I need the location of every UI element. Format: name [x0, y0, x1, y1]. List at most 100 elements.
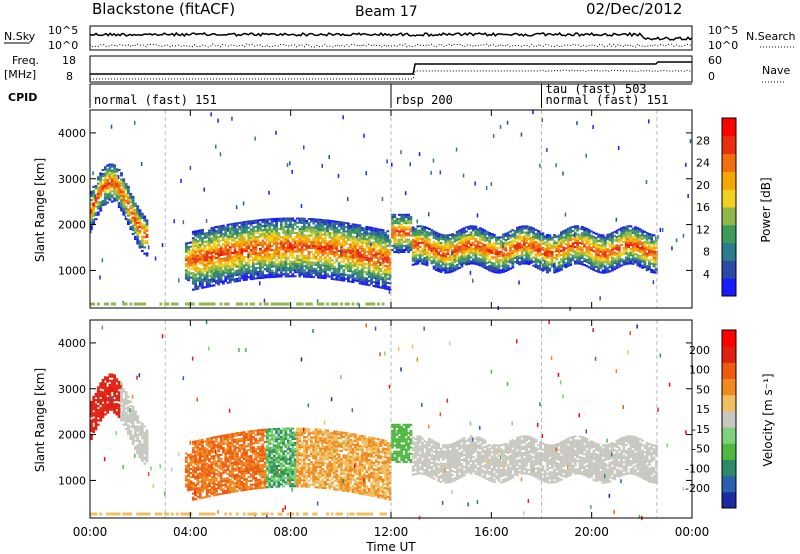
- heatmap-cell: [140, 429, 144, 432]
- heatmap-cell: [393, 242, 397, 245]
- heatmap-cell: [502, 262, 505, 265]
- heatmap-cell: [247, 270, 251, 273]
- heatmap-cell: [252, 240, 255, 243]
- heatmap-cell: [349, 247, 353, 250]
- heatmap-cell: [402, 215, 406, 218]
- heatmap-cell: [310, 273, 313, 276]
- heatmap-cell: [340, 221, 343, 224]
- heatmap-cell: [312, 257, 316, 260]
- heatmap-cell: [263, 237, 267, 240]
- heatmap-cell: [444, 255, 448, 258]
- heatmap-cell: [115, 176, 119, 179]
- heatmap-cell: [120, 384, 122, 389]
- heatmap-cell: [228, 235, 232, 238]
- nsearch-tick-bottom: 10^0: [708, 39, 738, 52]
- heatmap-cell: [587, 247, 591, 250]
- heatmap-cell: [391, 248, 394, 251]
- heatmap-cell: [136, 429, 140, 432]
- heatmap-cell: [175, 512, 179, 516]
- heatmap-cell: [469, 248, 473, 251]
- heatmap-cell: [418, 229, 422, 232]
- heatmap-cell: [261, 251, 265, 254]
- heatmap-cell: [485, 233, 489, 236]
- heatmap-cell: [435, 242, 438, 245]
- heatmap-cell: [252, 238, 255, 241]
- heatmap-cell: [643, 234, 647, 237]
- heatmap-cell: [263, 218, 267, 221]
- heatmap-cell: [370, 278, 373, 281]
- freq-unit: [MHz]: [4, 68, 36, 81]
- heatmap-cell: [400, 150, 402, 155]
- heatmap-cell: [465, 259, 468, 262]
- heatmap-cell: [381, 235, 385, 238]
- heatmap-cell: [381, 282, 385, 285]
- heatmap-cell: [261, 249, 265, 252]
- heatmap-cell: [270, 263, 274, 266]
- heatmap-cell: [358, 234, 362, 237]
- heatmap-cell: [259, 276, 262, 279]
- heatmap-cell: [363, 270, 366, 273]
- heatmap-cell: [342, 254, 346, 257]
- heatmap-cell: [448, 264, 452, 267]
- heatmap-cell: [198, 274, 202, 277]
- heatmap-cell: [441, 236, 445, 239]
- heatmap-cell: [147, 245, 150, 250]
- heatmap-cell: [592, 125, 594, 129]
- heatmap-cell: [351, 258, 355, 261]
- heatmap-cell: [233, 255, 237, 258]
- heatmap-cell: [212, 263, 216, 266]
- heatmap-cell: [377, 271, 380, 274]
- heatmap-cell: [506, 242, 510, 245]
- heatmap-cell: [314, 247, 318, 250]
- heatmap-cell: [344, 273, 348, 276]
- heatmap-cell: [631, 229, 635, 232]
- heatmap-cell: [374, 234, 378, 237]
- heatmap-cell: [460, 244, 464, 247]
- heatmap-cell: [245, 278, 248, 281]
- heatmap-cell: [590, 257, 593, 260]
- heatmap-cell: [90, 209, 93, 212]
- heatmap-cell: [219, 152, 222, 157]
- heatmap-cell: [224, 244, 228, 247]
- heatmap-cell: [506, 260, 510, 263]
- heatmap-cell: [266, 257, 269, 260]
- heatmap-cell: [99, 205, 103, 208]
- heatmap-cell: [381, 262, 385, 265]
- heatmap-cell: [263, 262, 267, 265]
- cpid-label: CPID: [8, 91, 37, 104]
- heatmap-cell: [115, 191, 119, 194]
- heatmap-cell: [219, 247, 223, 250]
- heatmap-cell: [115, 398, 119, 401]
- heatmap-cell: [328, 256, 332, 259]
- heatmap-cell: [351, 276, 355, 279]
- heatmap-cell: [263, 220, 267, 223]
- heatmap-cell: [347, 230, 350, 233]
- heatmap-cell: [307, 228, 311, 231]
- heatmap-cell: [208, 302, 211, 306]
- heatmap-cell: [134, 429, 137, 432]
- heatmap-cell: [358, 224, 362, 227]
- heatmap-cell: [120, 400, 123, 403]
- heatmap-cell: [435, 260, 438, 263]
- heatmap-cell: [384, 233, 387, 236]
- heatmap-cell: [479, 250, 482, 253]
- heatmap-cell: [106, 393, 109, 396]
- heatmap-cell: [205, 279, 209, 282]
- heatmap-cell: [400, 244, 404, 247]
- heatmap-cell: [523, 248, 526, 251]
- heatmap-cell: [624, 233, 628, 236]
- heatmap-cell: [242, 276, 246, 279]
- heatmap-cell: [92, 302, 96, 306]
- heatmap-cell: [523, 235, 526, 238]
- heatmap-cell: [212, 245, 216, 248]
- heatmap-cell: [439, 268, 443, 271]
- heatmap-cell: [611, 254, 614, 257]
- heatmap-cell: [263, 259, 267, 262]
- heatmap-cell: [120, 398, 123, 401]
- heatmap-cell: [527, 246, 531, 249]
- heatmap-cell: [495, 246, 498, 249]
- heatmap-cell: [159, 512, 163, 516]
- heatmap-cell: [347, 274, 350, 277]
- heatmap-cell: [103, 168, 107, 171]
- heatmap-cell: [617, 146, 620, 150]
